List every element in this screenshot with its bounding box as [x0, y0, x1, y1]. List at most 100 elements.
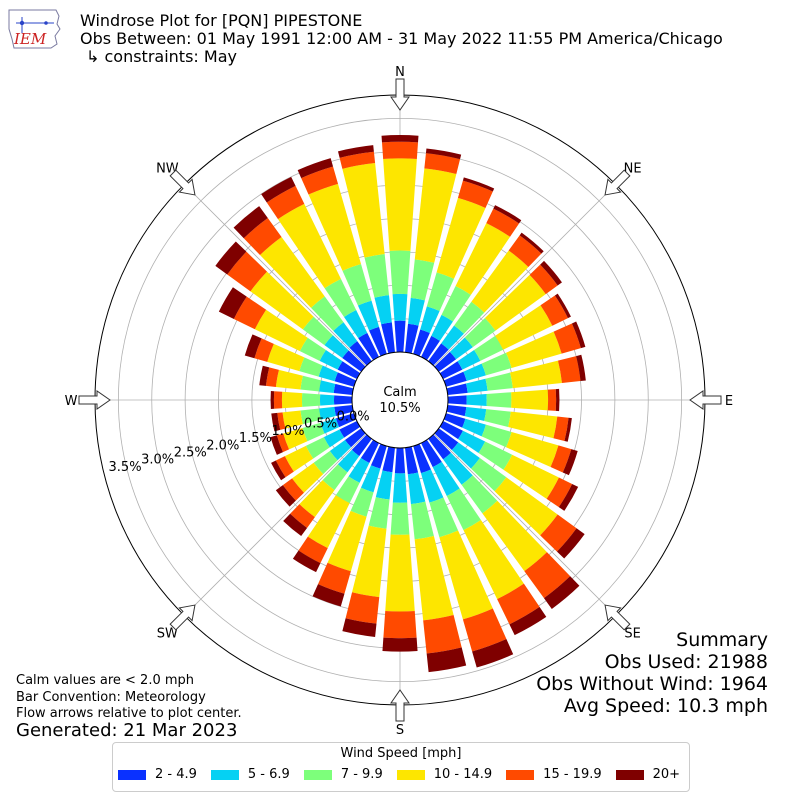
bar-150-3: [463, 520, 524, 600]
iowa-outline: [8, 9, 61, 49]
plot-title: Windrose Plot for [PQN] PIPESTONE: [80, 11, 363, 30]
bar-100-4: [553, 416, 569, 442]
calm-note: Calm values are < 2.0 mph: [16, 673, 195, 688]
compass-label-N: N: [395, 65, 405, 80]
bar-70-3: [506, 331, 562, 369]
bar-340-4: [301, 166, 339, 195]
bar-280-2: [300, 375, 322, 392]
legend-item-5: 20+: [615, 767, 680, 782]
bar-210-2: [335, 476, 360, 504]
bar-340-0: [369, 326, 387, 357]
bar-330-5: [261, 176, 296, 203]
legend-label-2: 7 - 9.9: [340, 767, 383, 782]
bar-260-2: [300, 408, 322, 425]
legend: Wind Speed [mph] 2 - 4.9 5 - 6.9 7 - 9.9 10…: [112, 742, 690, 792]
generated-date: Generated: 21 Mar 2023: [16, 720, 238, 741]
radial-tick-label-6: 3.0%: [141, 453, 174, 468]
bar-60-3: [495, 305, 553, 350]
bar-270-2: [301, 393, 321, 407]
legend-item-2: 7 - 9.9: [303, 767, 383, 782]
calm-value: 10.5%: [379, 401, 420, 416]
bar-350-5: [338, 145, 374, 158]
bar-330-3: [277, 203, 341, 289]
bar-90-3: [511, 389, 549, 411]
bar-320-0: [349, 341, 372, 366]
bar-250-2: [302, 422, 325, 442]
bar-300-3: [254, 309, 308, 352]
bar-280-0: [333, 383, 354, 395]
bar-310-1: [324, 335, 349, 359]
bar-230-4: [282, 478, 305, 501]
summary-title: Summary: [676, 629, 768, 651]
radial-tick-label-2: 1.0%: [271, 424, 304, 439]
bar-240-3: [284, 445, 314, 472]
bar-160-5: [472, 638, 514, 668]
legend-swatch-4: [506, 769, 535, 780]
bar-0-0: [394, 320, 406, 353]
bar-220-1: [337, 449, 360, 473]
bar-30-1: [431, 314, 453, 341]
bar-310-0: [342, 350, 366, 372]
bar-220-5: [283, 513, 308, 537]
bar-260-3: [282, 410, 303, 429]
bar-60-2: [474, 335, 504, 361]
bar-90-0: [447, 395, 467, 405]
radial-tick-label-0: 0.0%: [337, 409, 370, 424]
legend-title: Wind Speed [mph]: [340, 746, 462, 761]
bar-220-3: [299, 480, 335, 518]
bar-220-4: [290, 504, 315, 528]
bar-60-0: [439, 361, 463, 379]
bar-140-2: [461, 475, 498, 514]
bar-120-1: [458, 430, 486, 453]
bar-180-1: [392, 473, 408, 503]
bar-340-3: [308, 183, 362, 271]
legend-label-0: 2 - 4.9: [155, 767, 197, 782]
radial-tick-label-5: 2.5%: [174, 446, 207, 461]
bar-130-0: [434, 428, 459, 451]
flow-arrow-SE: [604, 604, 631, 631]
bar-90-1: [466, 393, 487, 407]
spoke-SW: [184, 433, 367, 616]
bar-10-2: [410, 259, 435, 301]
bar-320-4: [243, 218, 282, 256]
bar-220-0: [351, 434, 372, 457]
bar-50-3: [484, 274, 546, 331]
bar-280-3: [275, 369, 303, 390]
spoke-SE: [433, 433, 616, 616]
bar-190-5: [342, 618, 377, 637]
bar-120-5: [558, 483, 579, 511]
bar-100-2: [484, 409, 511, 427]
bar-200-0: [370, 443, 387, 469]
bar-160-3: [439, 530, 493, 620]
bar-190-1: [375, 470, 393, 500]
bar-320-3: [260, 236, 325, 308]
spoke-NE: [433, 184, 616, 367]
bar-200-3: [327, 510, 367, 572]
iem-logo: IEM: [8, 9, 61, 49]
bar-270-0: [333, 395, 353, 405]
bar-70-2: [481, 352, 512, 376]
bar-110-2: [481, 424, 512, 448]
bar-120-0: [439, 421, 463, 440]
bar-190-2: [368, 497, 390, 529]
bar-180-3: [385, 534, 415, 612]
bar-0-2: [389, 250, 411, 295]
bar-250-3: [283, 427, 308, 450]
bar-160-2: [429, 497, 459, 538]
bar-90-5: [555, 388, 560, 412]
bar-300-1: [319, 350, 343, 370]
bar-310-3: [250, 271, 314, 330]
bar-140-0: [428, 434, 451, 460]
bar-170-5: [426, 647, 467, 673]
legend-item-1: 5 - 6.9: [210, 767, 290, 782]
bar-180-0: [394, 447, 406, 474]
bar-240-4: [275, 456, 294, 478]
bar-270-1: [319, 394, 335, 406]
flow-arrow-W: [78, 390, 111, 410]
bar-260-5: [271, 412, 281, 432]
bar-180-5: [382, 637, 418, 652]
bar-240-1: [323, 429, 345, 448]
bar-30-3: [455, 223, 511, 295]
bar-240-5: [271, 460, 286, 481]
